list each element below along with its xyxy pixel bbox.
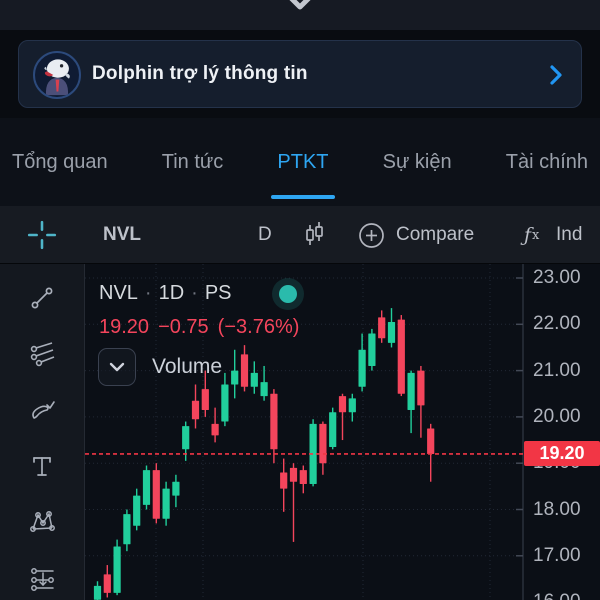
chevron-right-icon [550,65,562,85]
candle-body [182,426,190,450]
price-axis-label: 21.00 [533,359,581,381]
candle-body [407,372,415,410]
volume-legend-row: Volume [98,348,222,386]
last-price-badge: 19.20 [524,441,600,467]
price-axis-label: 22.00 [533,313,581,335]
crosshair-icon [27,220,57,250]
candle-body [103,574,111,593]
candle-body [133,495,141,526]
candle-body [329,412,337,447]
candle-body [319,423,327,464]
candlestick-chart[interactable]: NVL · 1D · PS 19.20 −0.75 (−3.76%) Volum… [85,264,600,600]
text-tool[interactable] [28,452,56,480]
tab-tong-quan[interactable]: Tổng quan [12,150,108,173]
xabcd-pattern-tool[interactable] [28,508,56,536]
symbol-button[interactable]: NVL [103,224,141,245]
candle-body [338,396,347,413]
candle-body [123,514,131,545]
candle-body [172,481,180,496]
assistant-banner[interactable]: Dolphin trợ lý thông tin [18,40,582,108]
compare-button[interactable]: Compare [358,206,474,264]
candle-body [348,398,356,413]
brush-tool[interactable] [28,396,56,424]
candle-body [113,546,121,593]
last-price: 19.20 [99,316,150,338]
candle-body [221,384,229,422]
price-axis-label: 17.00 [533,544,581,566]
candle-body [250,372,258,387]
candle-body [142,470,151,505]
candle-body [309,423,317,485]
candle-body [162,488,170,519]
candle-body [397,319,405,394]
collapse-chevron-down-icon[interactable] [284,0,316,12]
assistant-banner-title: Dolphin trợ lý thông tin [92,63,308,84]
chart-panel: NVL · 1D · PS 19.20 −0.75 (−3.76%) Volum… [0,264,600,600]
tab-su-kien[interactable]: Sự kiện [382,150,452,173]
dolphin-avatar [33,51,81,99]
candle-body [191,400,200,420]
candles-icon [306,222,323,245]
last-price-readout: 19.20 −0.75 (−3.76%) [99,316,299,339]
candle-body [358,349,366,387]
candle-body [152,470,160,519]
chart-plot [85,264,524,600]
candle-body [289,467,298,482]
legend-interval: 1D [158,282,185,304]
section-tabs: Tổng quan Tin tức PTKT Sự kiện Tài chính [0,118,600,206]
compare-label: Compare [396,224,475,245]
trend-line-tool[interactable] [28,284,56,312]
price-change: −0.75 [158,316,209,338]
candle-body [270,393,278,450]
tab-ptkt[interactable]: PTKT [273,118,332,206]
price-axis-label: 18.00 [533,498,581,520]
candle-body [240,354,249,387]
candle-body [260,382,268,397]
candle-body [211,423,219,436]
candle-body [231,370,239,385]
volume-label: Volume [152,355,223,378]
candle-body [93,585,102,600]
legend-symbol: NVL [99,282,138,304]
legend-separator: · [191,282,198,304]
volume-collapse-button[interactable] [98,348,136,386]
price-axis-label: 20.00 [533,405,581,427]
candle-body [387,321,396,343]
candle-body [417,370,425,406]
pitchfork-tool[interactable] [28,340,56,368]
candle-body [299,470,307,485]
price-axis-label: 16.00 [533,591,581,600]
drawing-tools-rail [0,264,85,600]
price-axis[interactable]: 23.0022.0021.0020.0019.0018.0017.0016.00… [523,264,600,600]
candle-body [368,333,376,366]
chart-style-button[interactable] [300,206,328,264]
tab-tin-tuc[interactable]: Tin tức [161,150,224,173]
legend-chart-type: PS [204,282,232,304]
legend-separator: · [144,282,152,304]
chart-legend[interactable]: NVL · 1D · PS [99,282,232,305]
indicators-button[interactable]: Ind [556,224,583,245]
crosshair-tool-button[interactable] [26,206,58,264]
tab-tai-chinh[interactable]: Tài chính [505,150,588,173]
sheet-header [0,0,600,30]
market-status-dot[interactable] [279,285,297,303]
interval-button[interactable]: D [258,224,272,245]
projection-tool[interactable] [28,564,56,592]
candle-body [427,428,435,454]
candle-body [201,389,209,410]
plus-circle-icon [359,222,384,248]
assistant-banner-section: Dolphin trợ lý thông tin [0,30,600,118]
price-change-pct: (−3.76%) [217,316,300,338]
price-axis-label: 23.00 [533,267,581,288]
chevron-down-icon [109,362,125,372]
candle-body [280,472,288,489]
candle-body [378,317,386,339]
